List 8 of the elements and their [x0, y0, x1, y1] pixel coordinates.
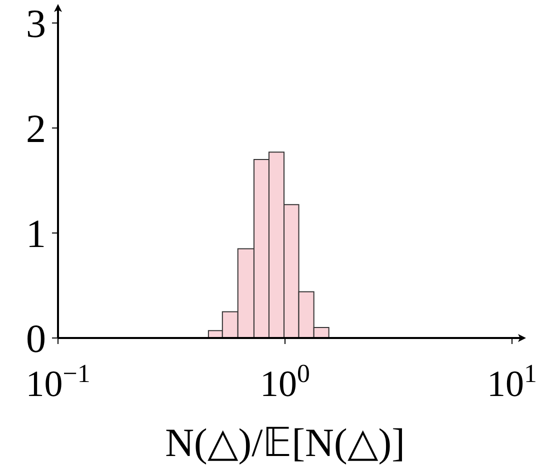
x-axis-title: N(△)/𝔼[N(△)]: [165, 420, 405, 465]
y-tick-label: 3: [26, 1, 46, 46]
y-tick-label: 0: [26, 316, 46, 361]
x-tick-label: 10$^{0}$: [260, 358, 310, 405]
y-tick-label: 1: [26, 211, 46, 256]
x-tick-label: 10$^{1}$: [487, 358, 537, 405]
x-tick-label: 10$^{−1}$: [26, 358, 90, 405]
y-tick-label: 2: [26, 106, 46, 151]
